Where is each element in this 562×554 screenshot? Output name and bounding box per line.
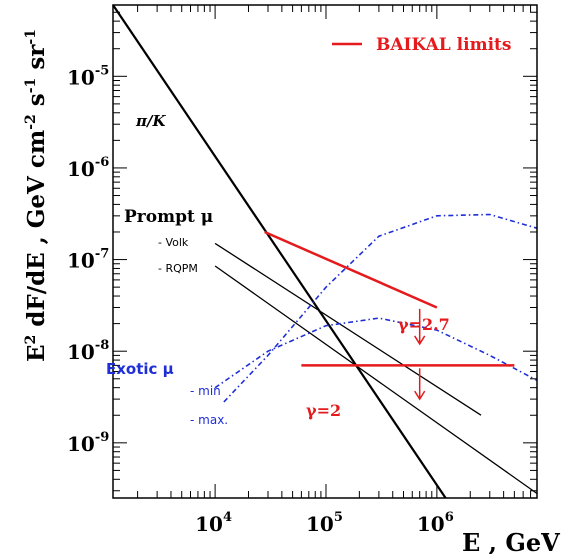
svg-text:E2 dF/dE , GeV cm-2 s-1 sr-1: E2 dF/dE , GeV cm-2 s-1 sr-1 bbox=[23, 29, 50, 362]
x-tick-exponent: 4 bbox=[223, 510, 232, 525]
series-line-exotic_min bbox=[214, 317, 538, 389]
y-tick-exponent: -8 bbox=[95, 338, 109, 353]
y-title-sup3: -1 bbox=[23, 78, 39, 94]
y-tick-label: 10-9 bbox=[67, 430, 109, 456]
label-max: - max. bbox=[190, 413, 228, 427]
label-rqpm: - RQPM bbox=[158, 262, 198, 275]
y-tick-exponent: -5 bbox=[95, 63, 109, 78]
series-line-pik bbox=[112, 4, 447, 499]
y-tick-base: 10 bbox=[67, 432, 95, 456]
y-title-sup4: -1 bbox=[23, 29, 39, 45]
y-tick-exponent: -7 bbox=[95, 247, 109, 262]
y-title-sup2: -2 bbox=[23, 114, 39, 130]
y-tick-base: 10 bbox=[67, 249, 95, 273]
series-line-exotic_max bbox=[223, 213, 538, 403]
baikal-limit-gamma27 bbox=[264, 230, 438, 309]
y-title-e: E bbox=[23, 344, 50, 362]
label-gamma-2-7: γ=2.7 bbox=[398, 315, 450, 334]
label-gamma-2: γ=2 bbox=[306, 401, 341, 420]
label-min: - min bbox=[190, 384, 221, 398]
y-title-sup1: 2 bbox=[23, 335, 39, 345]
y-title-mid3: sr bbox=[23, 44, 50, 78]
x-tick-base: 10 bbox=[417, 512, 445, 536]
y-axis-title: E2 dF/dE , GeV cm-2 s-1 sr-1 bbox=[23, 29, 50, 362]
y-tick-base: 10 bbox=[67, 340, 95, 364]
label-exotic-mu: Exotic μ bbox=[106, 360, 174, 378]
x-tick-exponent: 6 bbox=[445, 510, 454, 525]
x-tick-label: 106 bbox=[417, 510, 454, 536]
y-tick-base: 10 bbox=[67, 65, 95, 89]
y-tick-exponent: -9 bbox=[95, 430, 109, 445]
x-tick-label: 105 bbox=[306, 510, 343, 536]
x-tick-label: 104 bbox=[195, 510, 232, 536]
x-axis-title: E , GeV bbox=[462, 528, 560, 554]
y-title-mid: dF/dE , GeV cm bbox=[23, 130, 50, 335]
x-tick-exponent: 5 bbox=[334, 510, 343, 525]
label-volk: - Volk bbox=[158, 236, 189, 249]
y-tick-label: 10-5 bbox=[67, 63, 109, 89]
baikal-arrow-head-gamma27 bbox=[414, 335, 426, 346]
label-pi-k: π/K bbox=[135, 112, 166, 130]
x-tick-base: 10 bbox=[306, 512, 334, 536]
y-tick-label: 10-6 bbox=[67, 155, 109, 181]
y-tick-label: 10-8 bbox=[67, 338, 109, 364]
x-tick-base: 10 bbox=[195, 512, 223, 536]
series-line-volk bbox=[214, 242, 482, 416]
y-title-mid2: s bbox=[23, 93, 50, 114]
label-prompt-mu: Prompt μ bbox=[124, 207, 213, 227]
baikal-arrow-head-gamma2 bbox=[414, 390, 426, 401]
y-tick-base: 10 bbox=[67, 157, 95, 181]
series-line-rqpm bbox=[214, 265, 538, 495]
y-tick-exponent: -6 bbox=[95, 155, 109, 170]
legend-label-baikal: BAIKAL limits bbox=[376, 35, 511, 55]
plot-frame bbox=[112, 4, 538, 499]
y-tick-label: 10-7 bbox=[67, 247, 109, 273]
